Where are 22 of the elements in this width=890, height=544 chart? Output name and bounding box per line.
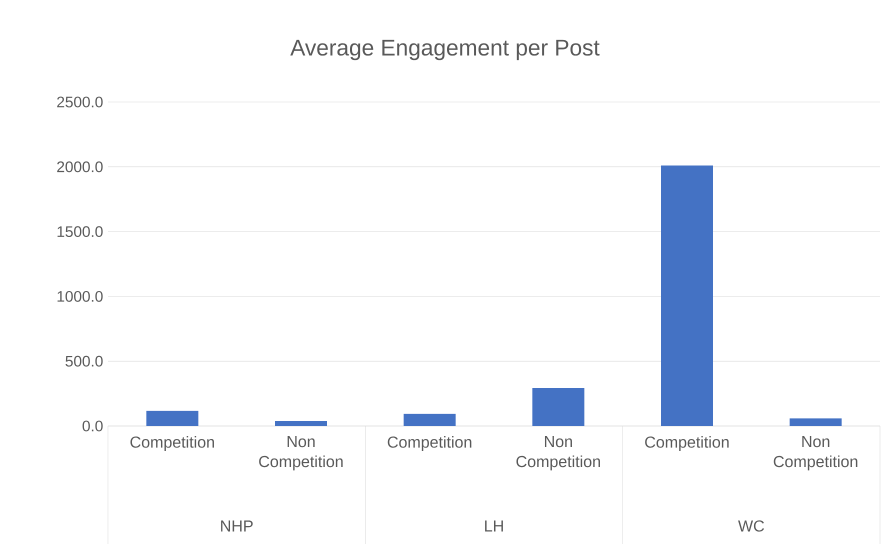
- y-tick-label: 0.0: [82, 420, 103, 432]
- bar: [661, 166, 713, 426]
- y-tick-label: 1500.0: [58, 226, 103, 238]
- bar: [532, 388, 584, 426]
- bar: [275, 420, 327, 426]
- text: NHP: [221, 520, 253, 532]
- y-tick-label: 2500.0: [57, 96, 103, 108]
- bar: [404, 414, 456, 426]
- x-tick-label: Competition: [645, 436, 729, 451]
- chart-title: Average Engagement per Post: [290, 40, 600, 60]
- bar: [790, 418, 842, 426]
- y-tick-label: 2000.0: [57, 161, 103, 172]
- x-tick-label: Competition: [130, 436, 214, 451]
- x-tick-label: Non Competition: [774, 436, 858, 470]
- text: LH: [485, 520, 503, 532]
- x-tick-label: Competition: [388, 436, 472, 451]
- bar: [146, 410, 198, 426]
- x-tick-label: Non Competition: [516, 436, 600, 470]
- y-tick-label: 1000.0: [58, 290, 103, 302]
- y-tick-label: 500.0: [66, 356, 103, 367]
- text: WC: [738, 520, 764, 532]
- x-tick-label: Non Competition: [259, 436, 343, 470]
